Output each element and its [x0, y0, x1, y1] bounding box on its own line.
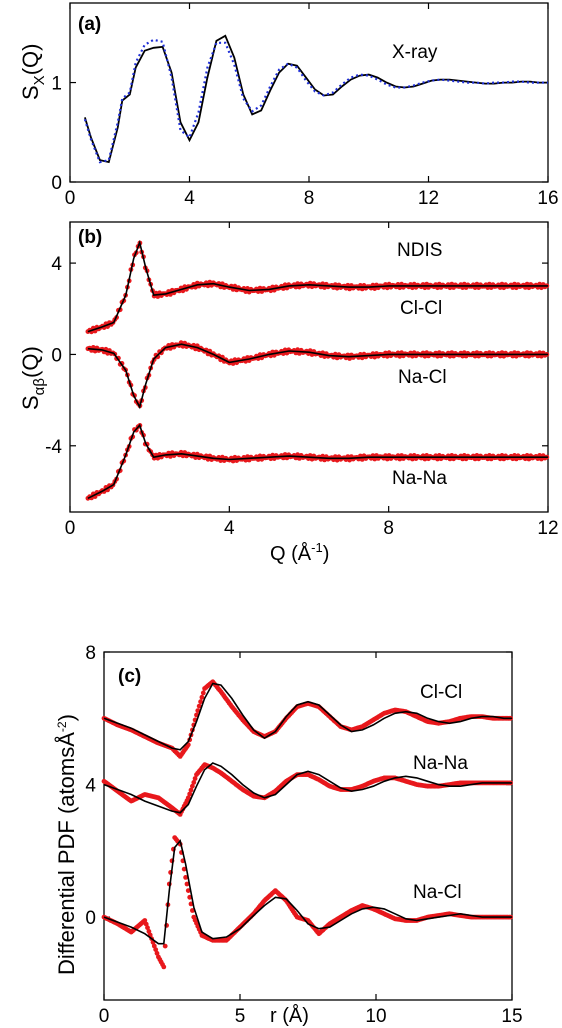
annotation-nacl-b: Na-Cl [398, 367, 447, 388]
data-point-na-cl [153, 947, 159, 952]
x-tick-label-b: 0 [65, 518, 76, 539]
data-point-na-cl [142, 918, 148, 923]
data-point-na-cl [151, 943, 157, 949]
x-axis-label-b: Q (Å-1) [270, 540, 329, 565]
model-line-cl-cl [87, 239, 548, 333]
model-line-pdf-cl-cl [103, 682, 512, 751]
x-tick-label-c: 10 [365, 1006, 386, 1027]
y-tick-label-b: 0 [51, 345, 62, 366]
annotation-nana-b: Na-Na [392, 468, 447, 489]
y-tick-label-b: 4 [51, 254, 62, 275]
y-tick-label-c: 0 [85, 908, 96, 929]
annotation-clcl-b: Cl-Cl [400, 298, 442, 319]
annotation-nacl-c: Na-Cl [413, 882, 462, 903]
y-axis-label-b: Sαβ(Q) [18, 346, 48, 410]
x-tick-label-c: 0 [99, 1006, 110, 1027]
annotation-clcl-c: Cl-Cl [420, 682, 462, 703]
y-tick-label-c: 8 [85, 643, 96, 664]
series-line-xray-solid [84, 34, 548, 164]
x-tick-label-a: 16 [537, 188, 558, 209]
panel-a-label: (a) [78, 14, 101, 35]
plot-frame-a [69, 2, 549, 183]
data-point-na-na [185, 795, 191, 801]
x-tick-label-a: 8 [304, 188, 315, 209]
data-point-na-cl [145, 925, 150, 931]
plot-frame-c [103, 651, 513, 1001]
data-point-na-cl [184, 881, 190, 887]
model-line-pdf-na-na [103, 762, 512, 814]
model-line-na-cl [87, 343, 548, 410]
x-axis-label-c: r (Å) [270, 1004, 309, 1027]
annotation-nana-c: Na-Na [413, 753, 468, 774]
panel-c-pdf: (c) Cl-Cl Na-Na Na-Cl Differential PDF (… [54, 643, 523, 1027]
data-point-na-na [190, 783, 195, 789]
plot-frame-b [69, 221, 549, 513]
y-tick-label-a: 0 [51, 173, 62, 194]
x-tick-label-b: 4 [224, 518, 235, 539]
data-point-na-cl [183, 875, 189, 880]
data-point-na-cl [143, 921, 149, 927]
x-tick-label-b: 8 [383, 518, 394, 539]
data-point-na-cl [181, 866, 187, 872]
x-tick-label-b: 12 [537, 518, 558, 539]
annotation-xray: X-ray [392, 42, 438, 63]
data-point-cl-cl [195, 708, 201, 713]
data-point-na-cl [161, 964, 167, 970]
x-tick-label-a: 12 [418, 188, 439, 209]
x-tick-label-c: 5 [235, 1006, 246, 1027]
y-axis-label-c: Differential PDF (atomsÅ-2) [54, 714, 79, 975]
model-line-na-na [87, 423, 548, 500]
data-point-na-cl [154, 950, 160, 956]
panel-a-xray: (a) X-ray SX(Q) 0 4 8 12 16 0 1 [18, 2, 559, 209]
data-point-na-cl [185, 888, 191, 893]
model-line-pdf-na-cl [103, 839, 512, 945]
x-tick-label-a: 4 [184, 188, 195, 209]
data-point-na-na [192, 776, 198, 781]
data-point-cl-cl [199, 694, 205, 700]
annotation-ndis: NDIS [397, 240, 442, 261]
panel-b-label: (b) [78, 227, 102, 248]
y-tick-label-c: 4 [85, 776, 96, 797]
x-tick-label-c: 15 [501, 1006, 522, 1027]
data-point-cl-cl [198, 699, 204, 705]
data-point-na-na [187, 791, 193, 797]
series-line-xray-dotted [83, 38, 548, 164]
data-point-na-na [188, 787, 194, 793]
y-tick-label-a: 1 [51, 74, 62, 95]
data-point-cl-cl [200, 690, 206, 696]
panel-b-ndis: (b) NDIS Cl-Cl Na-Cl Na-Na Sαβ(Q) Q (Å-1… [18, 221, 559, 565]
y-axis-label-a: SX(Q) [18, 44, 48, 100]
y-tick-label-b: -4 [45, 437, 62, 458]
panel-c-label: (c) [118, 666, 141, 687]
x-tick-label-a: 0 [65, 188, 76, 209]
data-point-na-cl [146, 929, 152, 934]
data-point-na-cl [162, 943, 168, 949]
data-point-na-cl [190, 908, 195, 913]
data-point-na-na [191, 780, 197, 785]
data-point-cl-cl [196, 703, 202, 709]
